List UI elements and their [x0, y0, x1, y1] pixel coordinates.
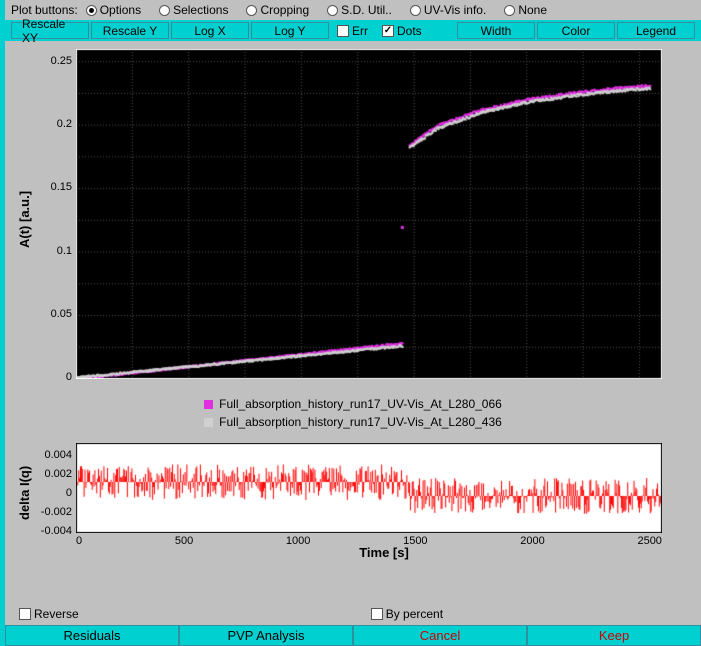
radio-uvvisinfo[interactable]: UV-Vis info.	[410, 3, 486, 17]
ytick: 0.1	[36, 245, 72, 257]
radio-label: None	[518, 3, 547, 17]
radio-none[interactable]: None	[504, 3, 547, 17]
bottom-buttons: Residuals PVP Analysis Cancel Keep	[5, 625, 701, 646]
radio-label: Options	[100, 3, 141, 17]
bottom-checks: Reverse By percent	[5, 603, 701, 625]
color-button[interactable]: Color	[537, 22, 615, 39]
dots-label: Dots	[397, 24, 422, 38]
err-label: Err	[352, 24, 368, 38]
radio-dot[interactable]	[159, 5, 170, 16]
plot-area: A(t) [a.u.] 0.25 0.2 0.15 0.1 0.05 0 Full_abs…	[5, 41, 701, 603]
y-ticks-2: 0.004 0.002 0 -0.002 -0.004	[36, 443, 76, 543]
y-axis-label-1: A(t) [a.u.]	[13, 49, 36, 389]
xtick: 2000	[520, 535, 544, 547]
main-chart: A(t) [a.u.] 0.25 0.2 0.15 0.1 0.05 0	[13, 49, 693, 389]
main-chart-canvas[interactable]	[76, 49, 662, 379]
ytick: 0	[36, 371, 72, 383]
legend-swatch	[204, 418, 213, 427]
radio-group: Options Selections Cropping S.D. Util.. UV-V…	[86, 3, 547, 17]
radio-dot[interactable]	[86, 5, 97, 16]
radio-cropping[interactable]: Cropping	[246, 3, 309, 17]
y-ticks-1: 0.25 0.2 0.15 0.1 0.05 0	[36, 49, 76, 389]
xtick: 0	[76, 535, 82, 547]
xtick: 1000	[286, 535, 310, 547]
ytick: 0.2	[36, 118, 72, 130]
rescale-xy-button[interactable]: Rescale XY	[11, 22, 89, 39]
rescale-y-button[interactable]: Rescale Y	[91, 22, 169, 39]
xtick: 1500	[403, 535, 427, 547]
legend-button[interactable]: Legend	[617, 22, 695, 39]
ytick: 0	[36, 487, 72, 499]
x-ticks: 0 500 1000 1500 2000 2500	[76, 533, 662, 547]
top-radio-bar: Plot buttons: Options Selections Cropping S…	[5, 0, 701, 20]
residual-chart: delta I(q) 0.0040.0020-0.002-0.004 05001…	[13, 443, 693, 543]
pvp-analysis-button[interactable]: PVP Analysis	[179, 625, 353, 646]
xtick: 500	[175, 535, 193, 547]
ytick: 0.004	[36, 449, 72, 461]
radio-label: S.D. Util..	[341, 3, 392, 17]
radio-dot[interactable]	[327, 5, 338, 16]
plot-buttons-label: Plot buttons:	[11, 3, 78, 17]
bypercent-checkbox[interactable]	[371, 608, 383, 620]
legend-item: Full_absorption_history_run17_UV-Vis_At_…	[13, 395, 693, 413]
radio-sdutil[interactable]: S.D. Util..	[327, 3, 392, 17]
width-button[interactable]: Width	[457, 22, 535, 39]
left-accent	[0, 0, 5, 646]
ytick: 0.15	[36, 181, 72, 193]
log-x-button[interactable]: Log X	[171, 22, 249, 39]
residual-chart-canvas[interactable]	[76, 443, 662, 533]
dots-checkbox[interactable]	[382, 25, 394, 37]
residuals-button[interactable]: Residuals	[5, 625, 179, 646]
keep-button[interactable]: Keep	[527, 625, 701, 646]
ytick: 0.05	[36, 308, 72, 320]
reverse-label: Reverse	[34, 607, 79, 621]
legend-label: Full_absorption_history_run17_UV-Vis_At_…	[219, 415, 502, 429]
xtick: 2500	[637, 535, 661, 547]
legend-swatch	[204, 400, 213, 409]
radio-label: UV-Vis info.	[424, 3, 486, 17]
log-y-button[interactable]: Log Y	[251, 22, 329, 39]
radio-label: Selections	[173, 3, 228, 17]
radio-dot[interactable]	[246, 5, 257, 16]
radio-label: Cropping	[260, 3, 309, 17]
bypercent-label: By percent	[386, 607, 443, 621]
legend-label: Full_absorption_history_run17_UV-Vis_At_…	[219, 397, 502, 411]
y-axis-label-2: delta I(q)	[13, 443, 36, 543]
ytick: 0.25	[36, 55, 72, 67]
ytick: 0.002	[36, 468, 72, 480]
toolbar: Rescale XY Rescale Y Log X Log Y Err Dot…	[5, 20, 701, 41]
radio-selections[interactable]: Selections	[159, 3, 228, 17]
err-checkbox[interactable]	[337, 25, 349, 37]
cancel-button[interactable]: Cancel	[353, 625, 527, 646]
radio-options[interactable]: Options	[86, 3, 141, 17]
radio-dot[interactable]	[504, 5, 515, 16]
ytick: -0.002	[36, 506, 72, 518]
ytick: -0.004	[36, 525, 72, 537]
legend-item: Full_absorption_history_run17_UV-Vis_At_…	[13, 413, 693, 431]
legend: Full_absorption_history_run17_UV-Vis_At_…	[13, 389, 693, 437]
reverse-checkbox[interactable]	[19, 608, 31, 620]
radio-dot[interactable]	[410, 5, 421, 16]
